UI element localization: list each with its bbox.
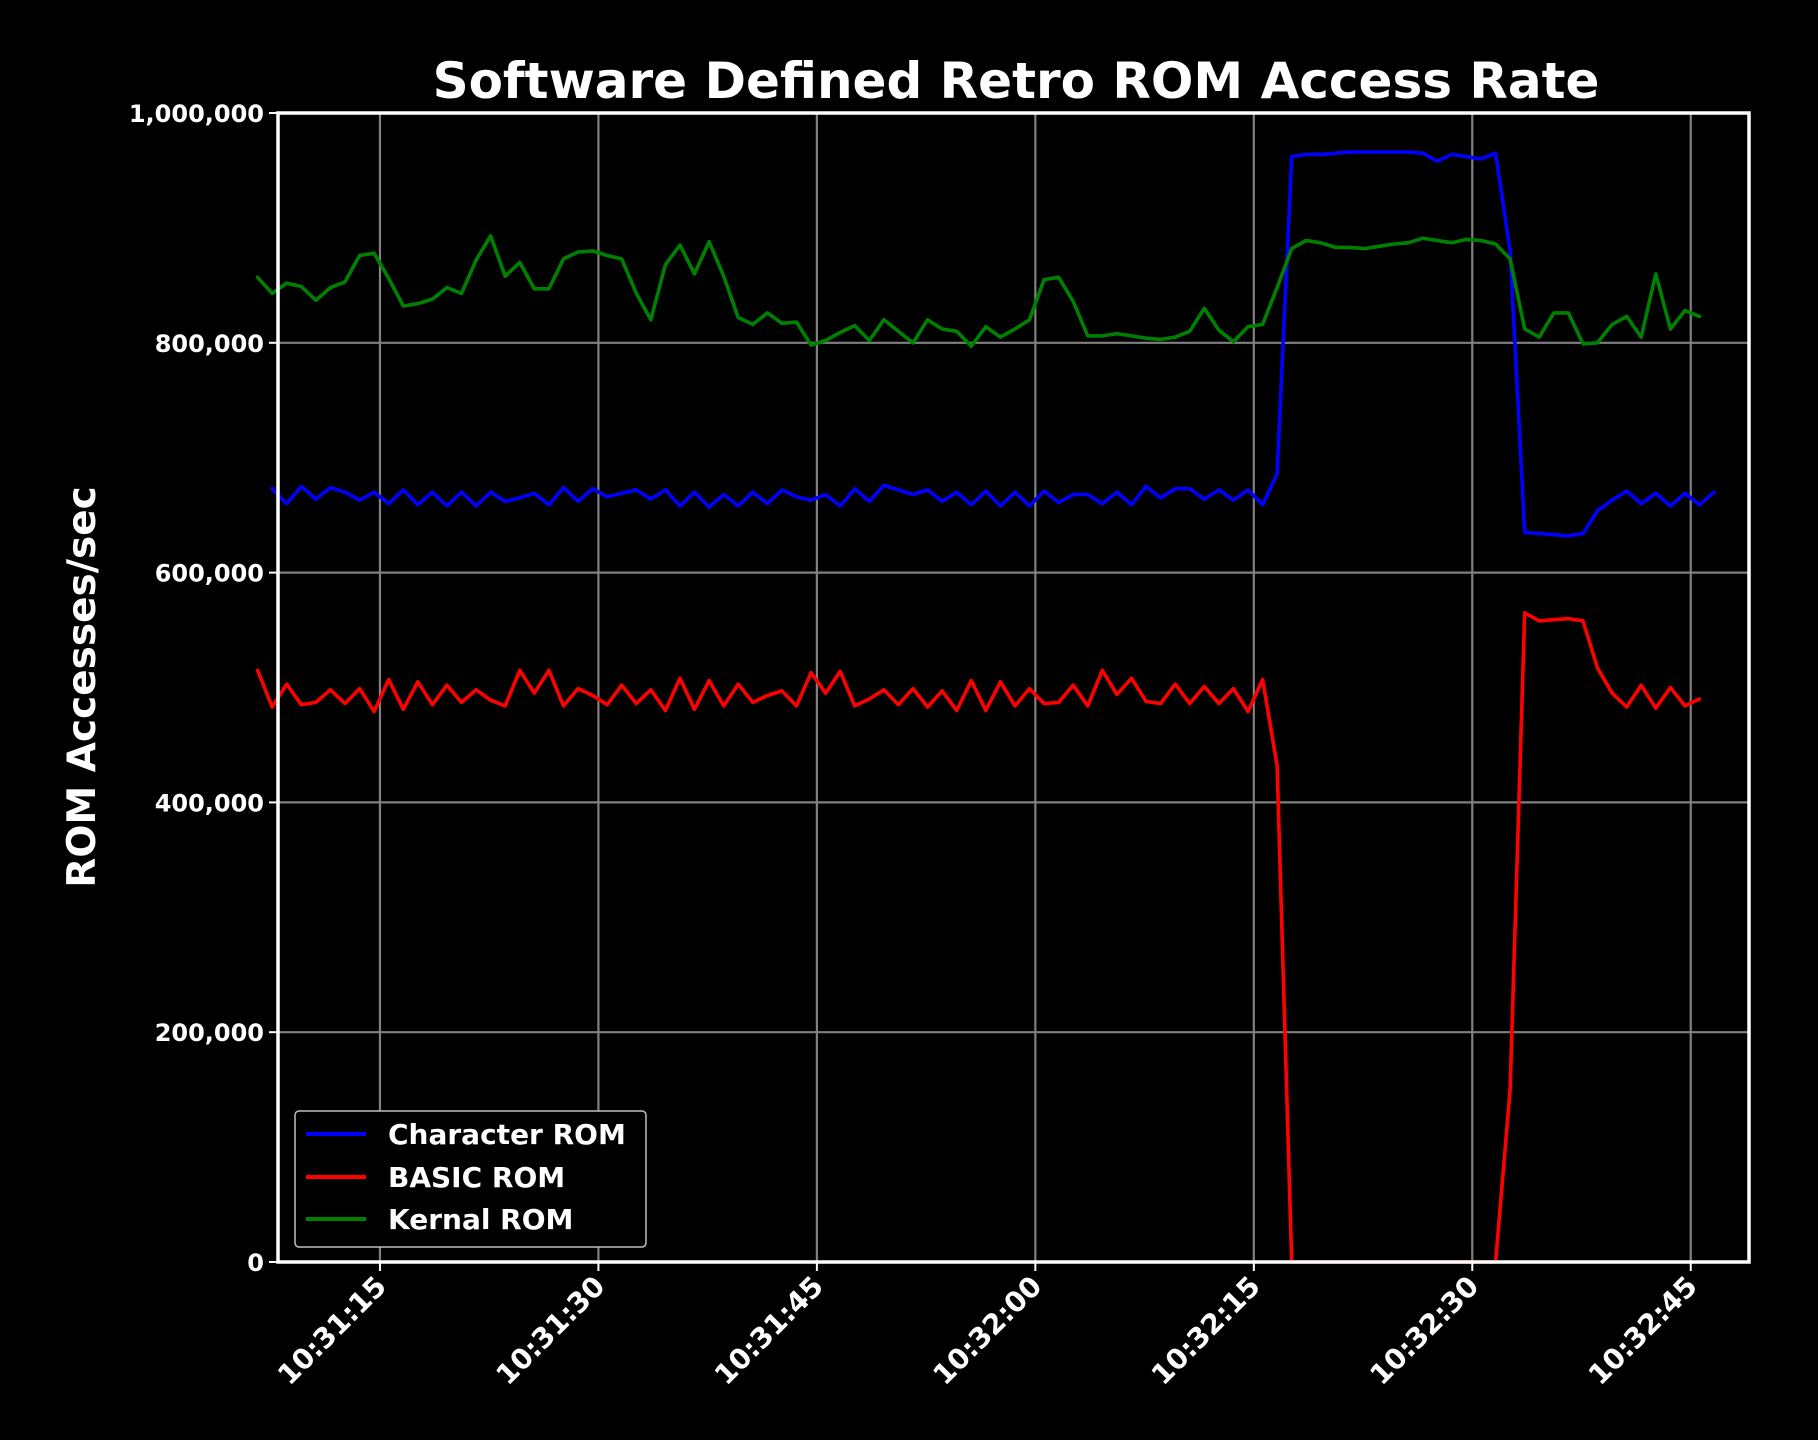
series-line-character-rom bbox=[270, 150, 1716, 538]
y-tick-label-200-000: 200,000 bbox=[155, 1019, 264, 1047]
legend-box bbox=[294, 1110, 647, 1248]
y-tick-label-1-000-000: 1,000,000 bbox=[129, 100, 264, 128]
y-tick-label-800-000: 800,000 bbox=[155, 330, 264, 358]
legend-label-kernal-rom: Kernal ROM bbox=[388, 1203, 573, 1236]
y-tick-label-400-000: 400,000 bbox=[155, 789, 264, 817]
legend: Character ROM BASIC ROM Kernal ROM bbox=[294, 1110, 647, 1248]
legend-label-basic-rom: BASIC ROM bbox=[388, 1161, 565, 1194]
y-tick-label-600-000: 600,000 bbox=[155, 560, 264, 588]
y-axis-label: ROM Accesses/sec bbox=[60, 486, 105, 888]
chart-title: Software Defined Retro ROM Access Rate bbox=[433, 52, 1600, 110]
grid bbox=[278, 113, 1749, 1262]
y-tick-label-0: 0 bbox=[247, 1249, 264, 1277]
plot-frame bbox=[276, 111, 1751, 1264]
legend-label-character-rom: Character ROM bbox=[388, 1118, 626, 1151]
y-axis-ticks: 0 200,000 400,000 600,000 800,000 1,000,000 bbox=[129, 100, 278, 1277]
series-line-kernal-rom bbox=[255, 234, 1702, 349]
